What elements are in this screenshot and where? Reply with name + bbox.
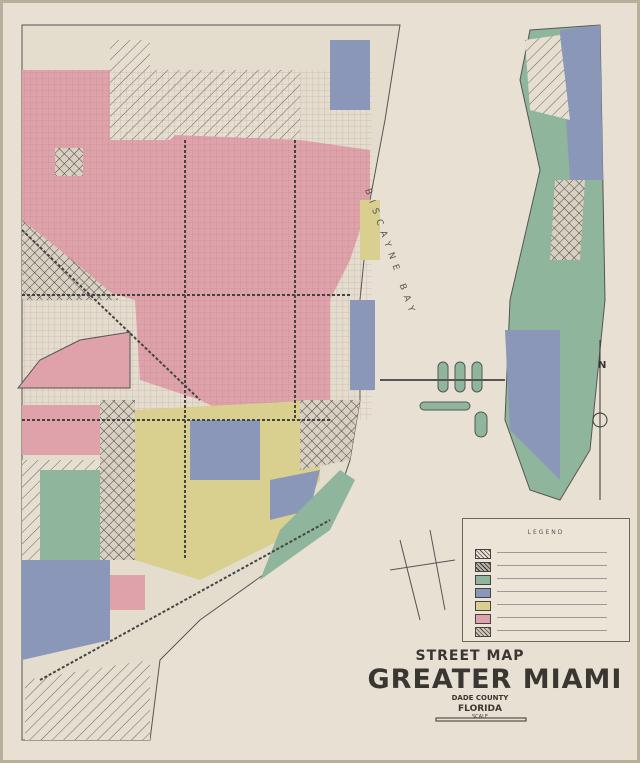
grade-b-area <box>350 300 375 390</box>
causeway-islands <box>419 361 488 438</box>
county-label: DADE COUNTY <box>451 694 509 702</box>
industrial-area <box>300 400 360 470</box>
legend: LEGEND <box>462 518 630 642</box>
state-label: FLORIDA <box>458 704 502 714</box>
industrial-area <box>550 180 585 260</box>
scale-bar <box>435 717 527 722</box>
scale-label: SCALE <box>471 714 489 720</box>
legend-title: LEGEND <box>527 529 565 536</box>
grade-b-area <box>505 330 560 480</box>
legend-item-undeveloped <box>475 549 615 559</box>
grade-b-area <box>190 420 260 480</box>
inset-map <box>389 529 456 621</box>
legend-item-grade-d <box>475 614 615 624</box>
grade-c-area <box>360 200 380 260</box>
industrial-area <box>55 148 83 176</box>
grade-a-area <box>40 470 110 560</box>
legend-item-industrial <box>475 562 615 572</box>
legend-item-grade-a <box>475 575 615 585</box>
map-subtitle: STREET MAP <box>415 648 525 664</box>
roads <box>21 140 350 681</box>
grade-d-inset <box>16 331 131 389</box>
undeveloped-area <box>25 660 150 740</box>
grade-d-area <box>22 405 107 455</box>
grade-b-area <box>330 40 370 110</box>
grade-b-area <box>22 560 110 660</box>
legend-item-grade-c <box>475 601 615 611</box>
grade-b-area <box>560 25 603 180</box>
grade-c-area <box>135 400 320 580</box>
north-label: N <box>598 360 607 371</box>
grade-d-area <box>110 575 145 610</box>
map-title: GREATER MIAMI <box>367 664 623 695</box>
industrial-area <box>22 220 120 300</box>
legend-item-other <box>475 627 615 637</box>
industrial-area <box>100 400 135 560</box>
legend-item-grade-b <box>475 588 615 598</box>
grade-a-area <box>260 470 355 580</box>
undeveloped-area <box>525 35 570 120</box>
